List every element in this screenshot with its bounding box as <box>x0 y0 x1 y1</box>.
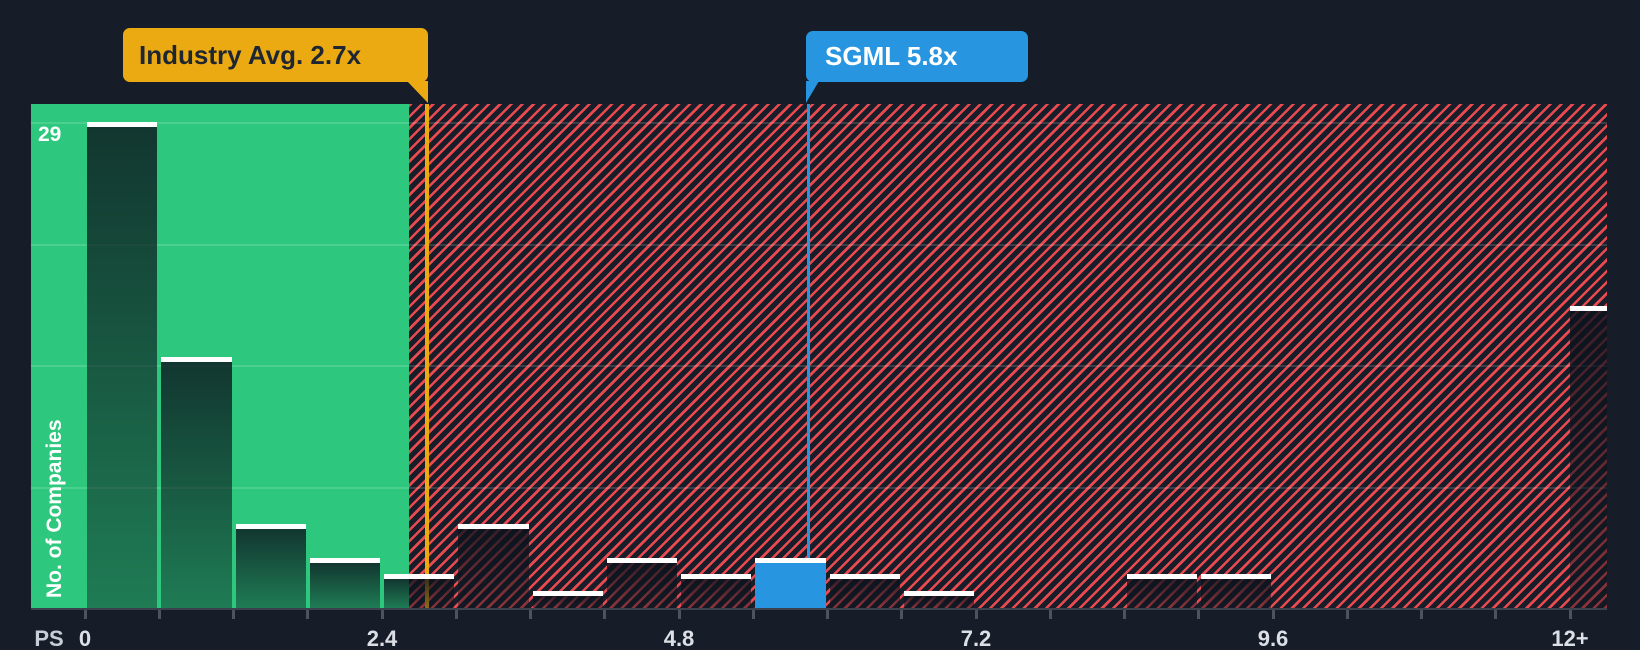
x-axis-tick-label: 4.8 <box>663 626 695 650</box>
histogram-bar[interactable] <box>606 557 677 608</box>
y-axis-max-label: 29 <box>38 123 62 146</box>
histogram-bar[interactable] <box>384 574 455 608</box>
histogram-bar[interactable] <box>1570 306 1607 608</box>
x-axis-tick-label: 7.2 <box>960 626 992 650</box>
above-industry-average-zone <box>409 104 1607 608</box>
histogram-bar[interactable] <box>681 574 752 608</box>
industry-avg-tooltip-pointer <box>407 81 428 103</box>
x-axis-tick <box>1420 610 1423 619</box>
company-marker-line <box>807 104 810 558</box>
gridline <box>31 486 1607 489</box>
x-axis-tick-label: 2.4 <box>366 626 398 650</box>
x-axis-tick <box>306 610 310 619</box>
histogram-bar[interactable] <box>903 591 974 608</box>
x-axis-tick <box>1568 610 1572 619</box>
company-tooltip: SGML 5.8x <box>806 31 1028 82</box>
x-axis-tick-label: 12+ <box>1551 626 1589 650</box>
histogram-bar[interactable] <box>1126 574 1197 608</box>
x-axis-tick <box>1197 610 1201 619</box>
x-axis-tick <box>529 610 532 619</box>
x-axis-tick <box>751 610 755 619</box>
x-axis-tick <box>974 610 978 619</box>
histogram-bar[interactable] <box>1200 574 1271 608</box>
gridline <box>31 122 1607 124</box>
gridline <box>31 365 1607 367</box>
histogram-bar[interactable] <box>161 356 232 608</box>
x-axis-tick-label: 9.6 <box>1257 626 1289 650</box>
histogram-bar[interactable] <box>309 557 380 608</box>
company-bar[interactable] <box>755 557 826 608</box>
x-axis-tick <box>1345 610 1349 619</box>
x-axis-tick <box>380 610 384 619</box>
x-axis-tick <box>1271 610 1275 619</box>
y-axis-title: No. of Companies <box>43 419 66 598</box>
histogram-bar[interactable] <box>235 524 306 608</box>
x-axis-tick <box>677 610 681 619</box>
gridline <box>31 243 1607 246</box>
industry-avg-tooltip-label: Industry Avg. 2.7x <box>139 39 362 70</box>
x-axis-tick <box>83 610 87 619</box>
x-axis-tick-label: 0 <box>78 626 92 650</box>
company-tooltip-label: SGML 5.8x <box>825 41 958 71</box>
x-axis-tick <box>1494 610 1498 619</box>
histogram-bar[interactable] <box>532 591 603 608</box>
x-axis-tick <box>603 610 607 619</box>
x-axis-tick <box>1048 610 1052 619</box>
industry-avg-line <box>425 104 429 608</box>
x-axis-tick <box>826 610 829 619</box>
x-axis-tick <box>454 610 458 619</box>
x-axis-line <box>31 608 1607 610</box>
company-tooltip-pointer <box>806 81 819 103</box>
x-axis-tick <box>1123 610 1126 619</box>
x-axis-tick <box>157 610 161 619</box>
histogram-bar[interactable] <box>87 122 158 608</box>
x-axis-unit-label: PS <box>34 626 64 650</box>
x-axis-tick <box>900 610 904 619</box>
x-axis-tick <box>232 610 235 619</box>
histogram-bar[interactable] <box>458 524 529 608</box>
histogram-bar[interactable] <box>829 574 900 608</box>
industry-avg-tooltip: Industry Avg. 2.7x <box>123 28 428 82</box>
plot-area <box>31 104 1607 608</box>
